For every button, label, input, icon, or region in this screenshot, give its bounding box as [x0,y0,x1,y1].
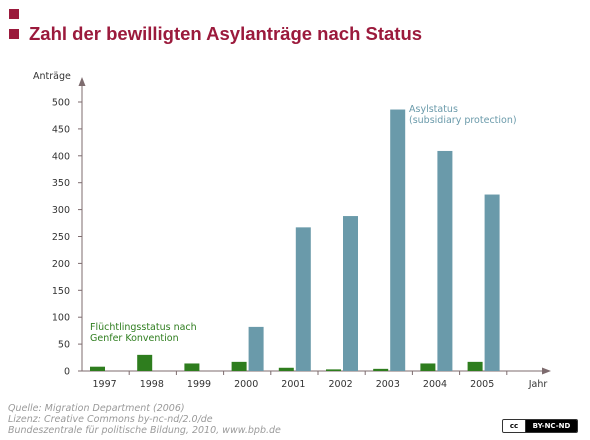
y-tick-label: 350 [52,178,70,189]
page-title: Zahl der bewilligten Asylanträge nach St… [29,23,423,44]
y-tick-label: 150 [52,286,70,297]
bar-geneva [278,367,294,371]
y-tick-label: 400 [52,151,70,162]
y-tick-label: 450 [52,124,70,135]
x-tick-label: 2000 [234,379,258,390]
x-tick-label: 1998 [140,379,164,390]
y-tick-label: 250 [52,232,70,243]
publisher-line: Bundeszentrale für politische Bildung, 2… [8,425,281,436]
cc-icon: cc [503,420,526,432]
bar-geneva [420,363,436,371]
x-tick-label: 1997 [93,379,117,390]
y-axis-arrow [78,77,86,86]
y-tick-label: 200 [52,259,70,270]
y-tick-label: 500 [52,98,70,109]
y-tick-label: 50 [58,340,70,351]
bar-geneva [326,369,341,371]
series-label: (subsidiary protection) [409,115,517,126]
x-axis-title: Jahr [528,379,548,390]
y-tick-label: 100 [52,313,70,324]
title-bullet-top [9,9,19,19]
x-tick-label: 2005 [470,379,494,390]
x-axis-arrow [542,367,551,375]
license-terms: BY-NC-ND [526,420,577,432]
series-label: Flüchtlingsstatus nach [90,322,197,333]
source-line: Quelle: Migration Department (2006) [8,403,185,414]
source-notes: Quelle: Migration Department (2006) Lize… [8,403,281,436]
y-tick-label: 300 [52,205,70,216]
x-tick-label: 2003 [376,379,400,390]
title-bullet [9,29,19,39]
bar-subsidiary [295,227,311,371]
bar-geneva [184,363,200,371]
x-axis: Jahr 1997 1998 1999 2000 2001 2002 2003 2004 2005 [82,367,551,390]
series-label: Genfer Konvention [90,333,179,344]
y-axis: Anträge 0 50 100 150 200 250 300 350 400 450 500 [33,71,86,378]
bar-geneva [467,361,483,371]
x-tick-label: 1999 [187,379,211,390]
bar-subsidiary [390,109,406,372]
x-tick-label: 2001 [281,379,305,390]
bar-subsidiary [343,216,358,371]
bar-subsidiary [248,326,264,371]
y-tick-label: 0 [64,367,70,378]
x-tick-label: 2004 [423,379,447,390]
license-line: Lizenz: Creative Commons by-nc-nd/2.0/de [8,414,213,425]
bar-geneva [137,354,153,371]
series-label: Asylstatus [409,104,458,115]
x-tick-label: 2002 [329,379,353,390]
bar-subsidiary [484,194,500,371]
cc-license-badge[interactable]: cc BY-NC-ND [502,419,578,433]
bar-geneva [231,361,247,371]
bar-subsidiary [437,150,453,371]
bar-geneva [373,368,389,371]
bars [90,109,500,372]
y-axis-title: Anträge [33,71,71,82]
bar-geneva [90,366,105,371]
bar-chart: Anträge 0 50 100 150 200 250 300 350 400 450 500 Ja… [33,71,551,390]
